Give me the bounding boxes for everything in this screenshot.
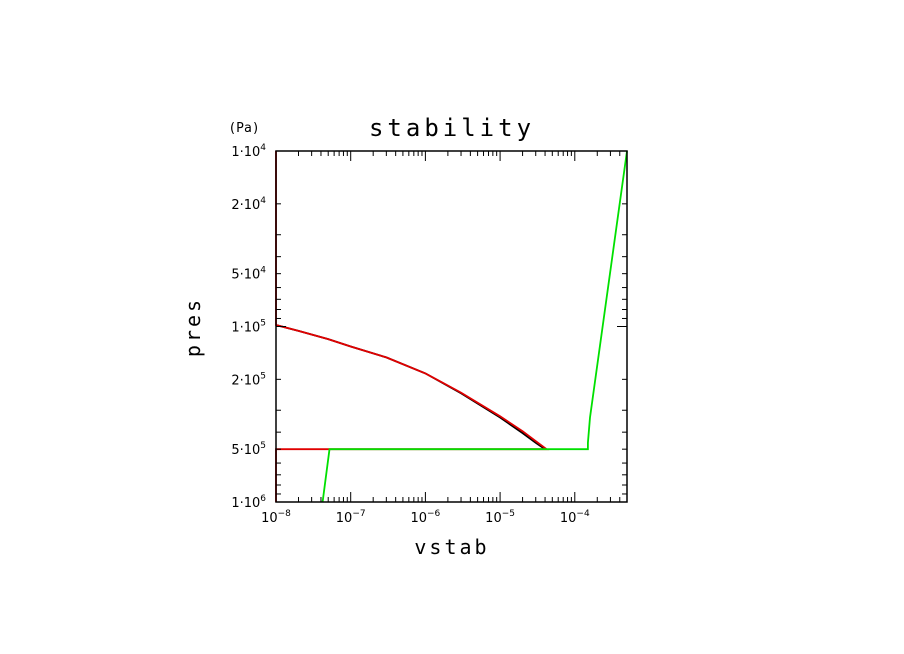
tick-marks	[275, 150, 628, 503]
series-line-1	[275, 151, 550, 502]
y-tick-label-1: 2·104	[231, 196, 266, 213]
tick-labels: 10−8 10−7 10−6 10−5 10−4 1·104 2·104 5·104 1·105…	[231, 143, 590, 526]
chart-title: stability	[369, 114, 535, 142]
y-tick-label-5: 5·105	[231, 441, 266, 458]
x-tick-label-1: 10−7	[336, 509, 366, 526]
x-tick-label-2: 10−6	[410, 509, 440, 526]
y-axis-label: pres	[181, 297, 205, 357]
series-line-2	[321, 150, 628, 503]
y-tick-label-6: 1·106	[231, 494, 266, 511]
y-tick-label-3: 1·105	[231, 319, 266, 336]
plot-lines	[275, 150, 628, 503]
series-line-0	[275, 324, 546, 450]
y-tick-label-4: 2·105	[231, 371, 266, 388]
y-axis-unit: (Pa)	[228, 121, 259, 136]
y-tick-label-0: 1·104	[231, 143, 266, 160]
x-axis-label: vstab	[414, 535, 489, 559]
x-tick-label-4: 10−4	[560, 509, 590, 526]
x-tick-label-0: 10−8	[261, 509, 291, 526]
x-tick-label-3: 10−5	[485, 509, 515, 526]
y-tick-label-2: 5·104	[231, 266, 266, 283]
